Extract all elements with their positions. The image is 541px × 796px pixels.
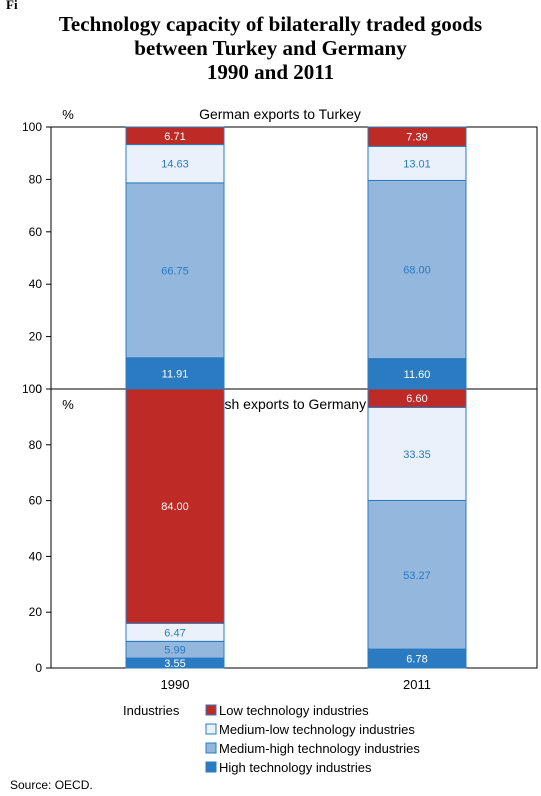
y-tick-label-2-1: 20 xyxy=(29,605,43,619)
bar-segment-1-1990-medium-high xyxy=(125,182,225,359)
legend-swatch-medium-high xyxy=(205,742,217,754)
data-label-2-1990-medium-low: 6.47 xyxy=(164,627,185,639)
bar-segment-1-1990-high xyxy=(125,357,225,390)
data-label-2-1990-medium-high: 5.99 xyxy=(164,645,185,657)
source-note: Source: OECD. xyxy=(10,778,93,792)
y-tick-label-1-4: 80 xyxy=(29,172,43,186)
legend-label-high: High technology industries xyxy=(219,760,372,775)
legend-swatch-high xyxy=(205,761,217,773)
data-label-2-2011-high: 6.78 xyxy=(406,654,427,666)
data-label-1-2011-low: 7.39 xyxy=(406,132,427,144)
y-tick-label-2-0: 0 xyxy=(35,661,42,675)
bar-segment-1-2011-medium-low xyxy=(367,145,467,181)
legend-label-medium-low: Medium-low technology industries xyxy=(219,722,415,737)
data-label-1-1990-medium-high: 66.75 xyxy=(161,265,189,277)
legend-label-low: Low technology industries xyxy=(219,703,369,718)
x-tick-label-1990: 1990 xyxy=(161,677,190,692)
y-tick-label-1-1: 20 xyxy=(29,330,43,344)
chart-title: Technology capacity of bilaterally trade… xyxy=(0,12,541,84)
data-label-2-2011-low: 6.60 xyxy=(406,393,427,405)
data-label-1-2011-high: 11.60 xyxy=(404,369,431,381)
bar-segment-2-2011-medium-low xyxy=(367,406,467,501)
legend-swatch-medium-low xyxy=(205,723,217,735)
x-tick-label-2011: 2011 xyxy=(403,677,431,692)
data-label-1-1990-low: 6.71 xyxy=(164,131,185,143)
chart-title-line-2: between Turkey and Germany xyxy=(134,36,407,60)
y-tick-label-1-5: 100 xyxy=(22,120,42,134)
y-tick-label-1-2: 40 xyxy=(29,277,43,291)
bar-segment-1-2011-high xyxy=(367,358,467,390)
bar-segment-1-2011-medium-high xyxy=(367,179,467,360)
bar-segment-2-1990-low xyxy=(125,388,225,624)
data-label-1-2011-medium-low: 13.01 xyxy=(403,158,431,170)
bar-segment-1-1990-low xyxy=(125,126,225,146)
y-axis-label-2: % xyxy=(62,397,74,412)
data-label-1-2011-medium-high: 68.00 xyxy=(403,265,431,277)
legend-swatch-low xyxy=(205,704,217,716)
panel-title-1: German exports to Turkey xyxy=(199,106,361,122)
panel-title-2: Turkish exports to Germany xyxy=(194,396,366,412)
y-tick-label-1-3: 60 xyxy=(29,225,43,239)
data-label-1-1990-high: 11.91 xyxy=(162,368,189,380)
data-label-1-1990-medium-low: 14.63 xyxy=(161,159,189,171)
y-axis-label-1: % xyxy=(62,107,74,122)
chart-title-line-3: 1990 and 2011 xyxy=(206,60,335,84)
y-tick-label-2-5: 100 xyxy=(22,382,42,396)
y-tick-label-2-3: 60 xyxy=(29,494,43,508)
bar-segment-1-1990-medium-low xyxy=(125,144,225,184)
legend-label-medium-high: Medium-high technology industries xyxy=(219,741,420,756)
bar-segment-2-2011-low xyxy=(367,388,467,408)
bar-segment-1-2011-low xyxy=(367,126,467,147)
figure-label: Fi xyxy=(6,0,18,12)
plot-frame-2 xyxy=(50,388,538,669)
y-tick-label-2-4: 80 xyxy=(29,438,43,452)
data-label-2-2011-medium-low: 33.35 xyxy=(403,449,431,461)
y-tick-label-2-2: 40 xyxy=(29,549,43,563)
chart-title-line-1: Technology capacity of bilaterally trade… xyxy=(58,12,483,36)
data-label-2-1990-low: 84.00 xyxy=(161,501,189,513)
y-tick-label-1-0: 0 xyxy=(35,382,42,396)
legend-title: Industries xyxy=(123,703,180,718)
data-label-2-1990-high: 3.55 xyxy=(164,658,185,670)
data-label-2-2011-medium-high: 53.27 xyxy=(403,570,431,582)
